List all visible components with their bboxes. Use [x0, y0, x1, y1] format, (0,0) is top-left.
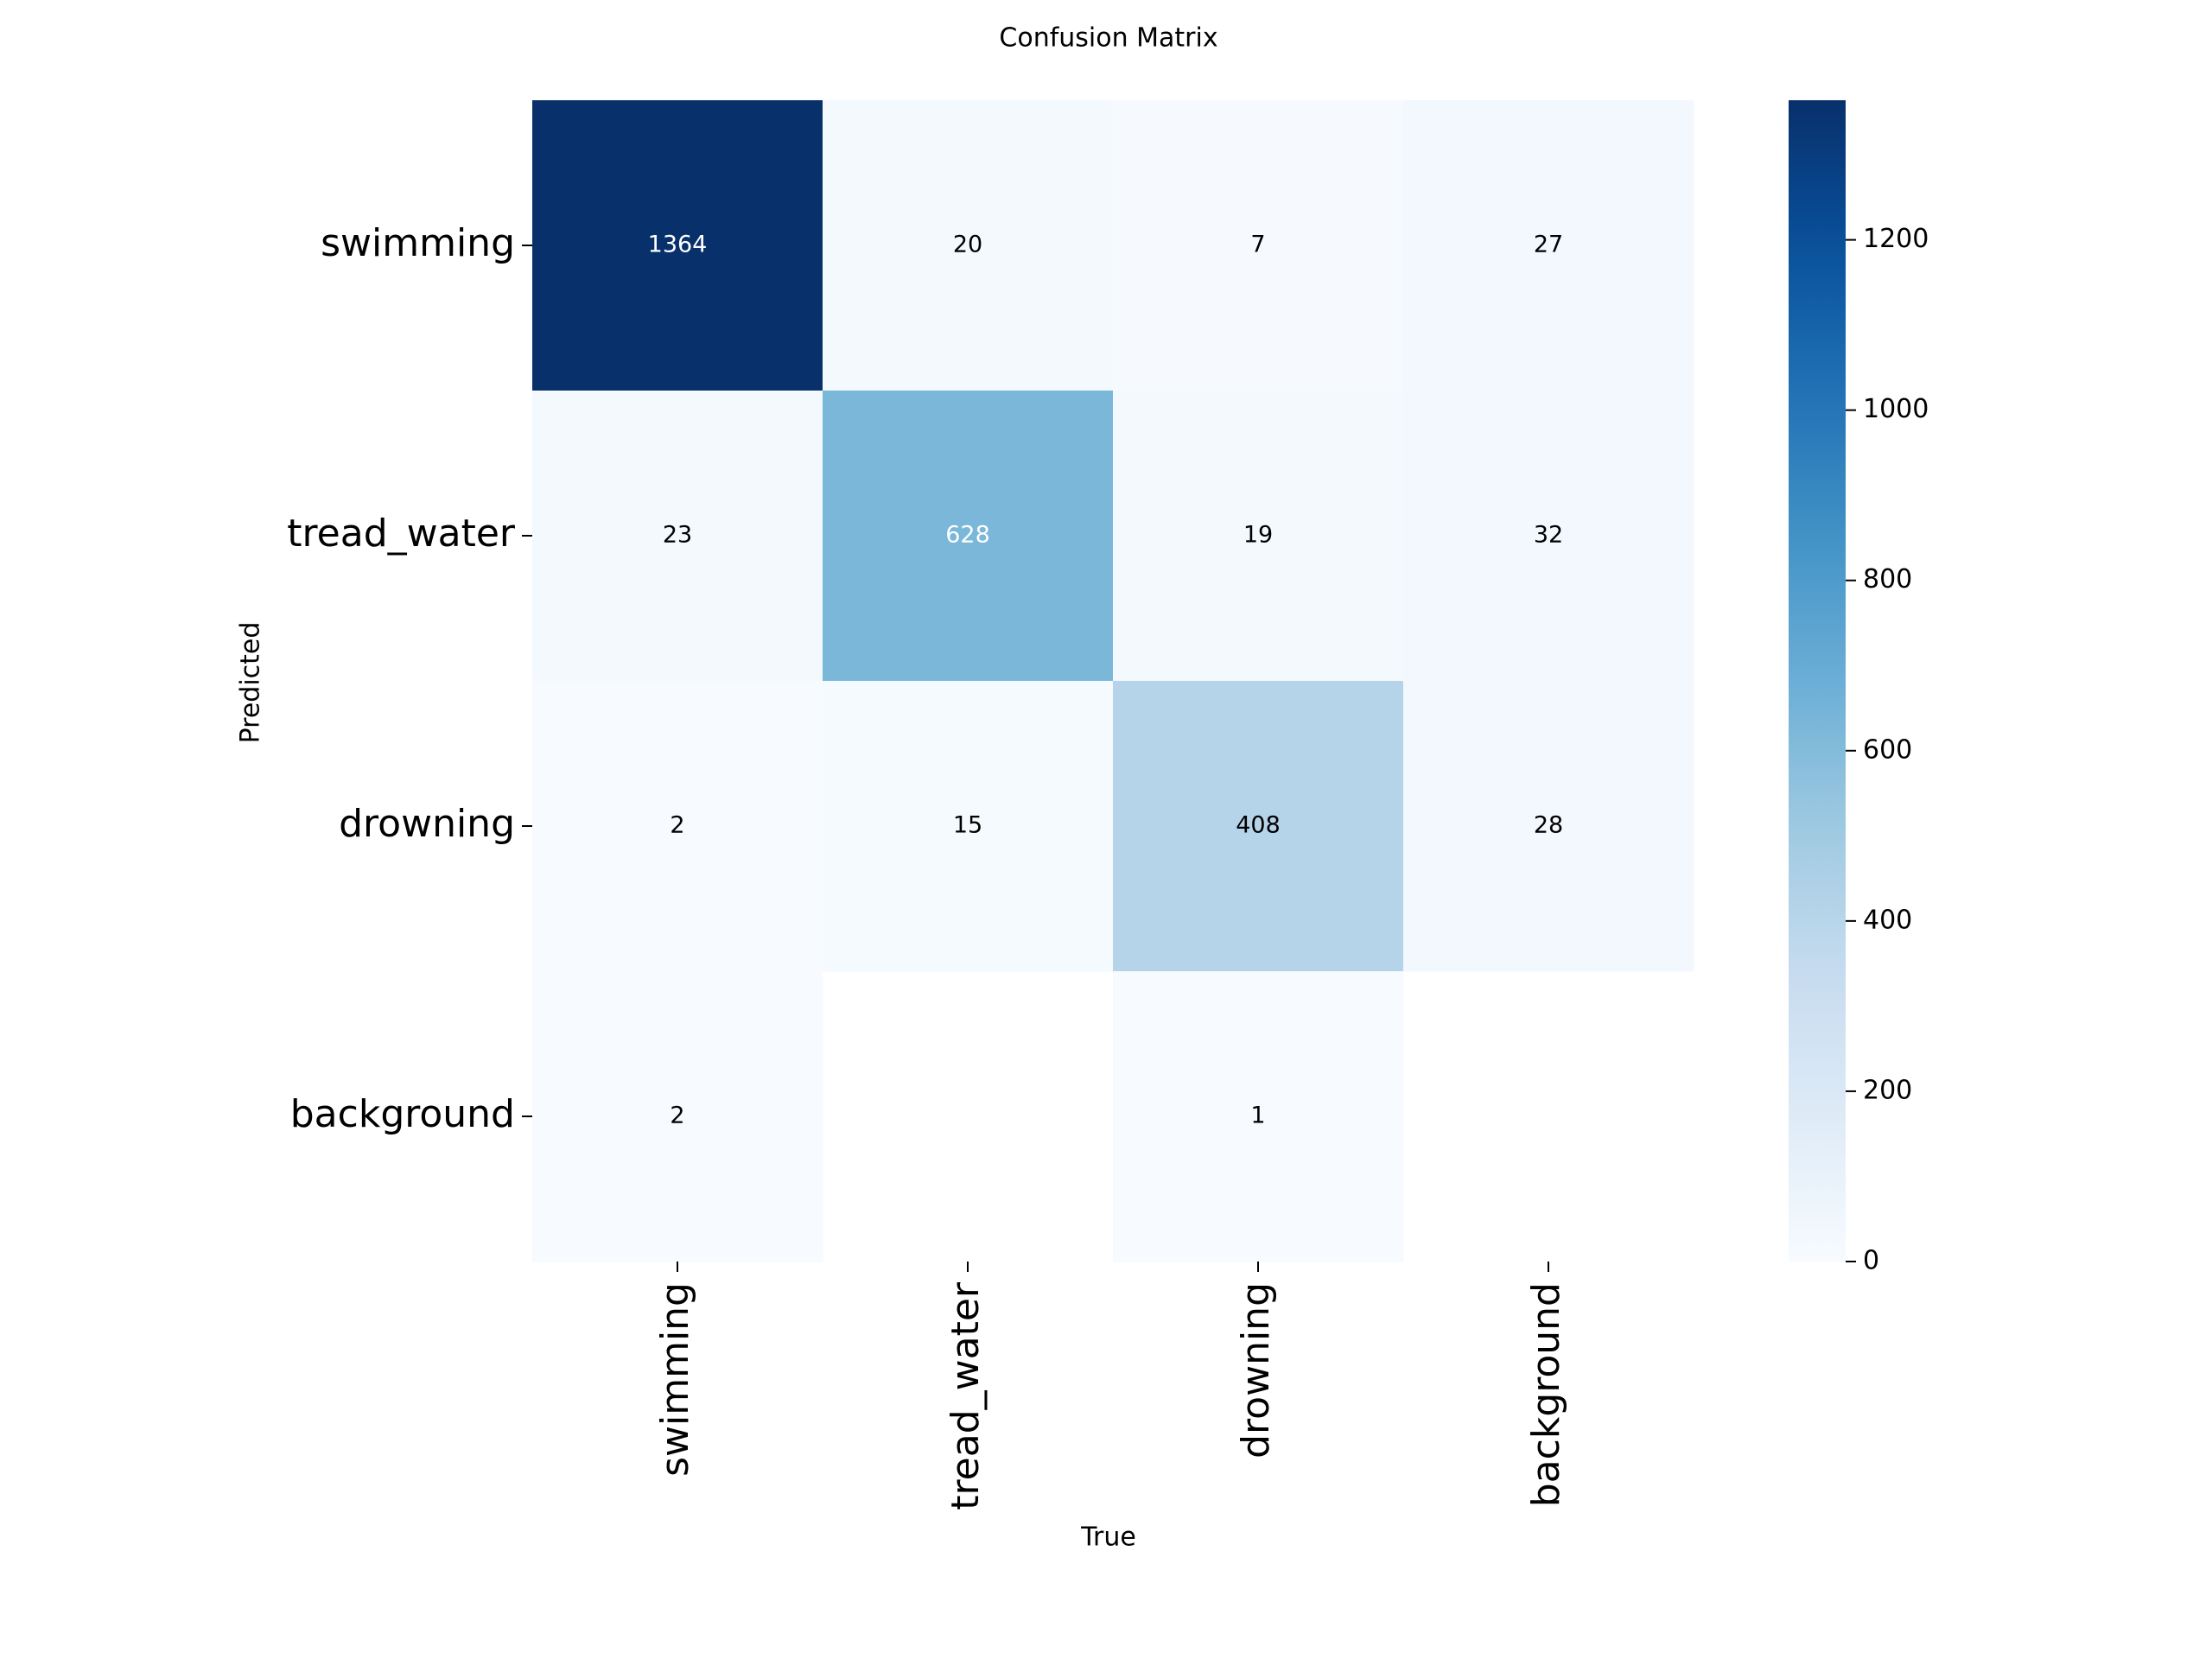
y-tick-label: drowning — [339, 802, 515, 846]
heatmap-cell — [1113, 971, 1404, 1262]
colorbar-tick-label: 1200 — [1863, 224, 1929, 254]
cell-value-label: 628 — [945, 522, 990, 549]
heatmap-cell — [1113, 100, 1404, 391]
heatmap-cell — [532, 100, 823, 391]
cell-value-label: 20 — [953, 232, 982, 258]
heatmap-cell-labels: 1364 20 7 27 23 628 19 32 2 15 408 28 2 1 — [648, 232, 1564, 1129]
cell-value-label: 1364 — [648, 232, 708, 258]
x-tick-label: drowning — [1234, 1282, 1278, 1459]
x-axis-label: True — [1080, 1522, 1136, 1553]
heatmap-cell — [532, 391, 823, 682]
heatmap-cell — [1403, 681, 1694, 972]
x-tick-label: background — [1524, 1282, 1568, 1507]
y-tick-label: background — [290, 1092, 515, 1136]
cell-value-label: 408 — [1236, 812, 1281, 839]
colorbar-gradient — [1789, 100, 1846, 1262]
cell-value-label: 2 — [670, 1103, 684, 1129]
heatmap-cell — [532, 971, 823, 1262]
x-axis: swimming tread_water drowning background — [653, 1262, 1568, 1510]
cell-value-label: 1 — [1250, 1103, 1265, 1129]
x-tick-label: swimming — [653, 1282, 697, 1477]
cell-value-label: 28 — [1534, 812, 1563, 839]
heatmap-cell — [823, 391, 1114, 682]
cell-value-label: 7 — [1250, 232, 1265, 258]
y-axis: swimming tread_water drowning background — [287, 221, 532, 1136]
heatmap-cell — [823, 100, 1114, 391]
heatmap-cell — [1403, 391, 1694, 682]
heatmap-cell — [1113, 391, 1404, 682]
colorbar-tick-label: 600 — [1863, 734, 1912, 765]
heatmap-cell — [532, 681, 823, 972]
cell-value-label: 19 — [1243, 522, 1273, 549]
cell-value-label: 15 — [953, 812, 982, 839]
cell-value-label: 32 — [1534, 522, 1563, 549]
y-tick-label: swimming — [321, 221, 515, 265]
colorbar-tick-label: 800 — [1863, 564, 1912, 594]
colorbar-tick-label: 1000 — [1863, 394, 1929, 424]
cell-value-label: 27 — [1534, 232, 1563, 258]
heatmap-cells — [532, 100, 1694, 1262]
x-tick-label: tread_water — [944, 1281, 988, 1510]
heatmap-cell — [823, 681, 1114, 972]
y-axis-label: Predicted — [236, 622, 266, 744]
colorbar-tick-label: 0 — [1863, 1246, 1879, 1276]
cell-value-label: 23 — [663, 522, 692, 549]
colorbar-tick-label: 400 — [1863, 905, 1912, 935]
colorbar-tick-label: 200 — [1863, 1075, 1912, 1105]
heatmap-cell — [1403, 100, 1694, 391]
heatmap-cell — [1113, 681, 1404, 972]
chart-title: Confusion Matrix — [999, 23, 1217, 54]
cell-value-label: 2 — [670, 812, 684, 839]
y-tick-label: tread_water — [287, 512, 516, 556]
colorbar: 0 200 400 600 800 1000 1200 — [1789, 100, 1929, 1276]
